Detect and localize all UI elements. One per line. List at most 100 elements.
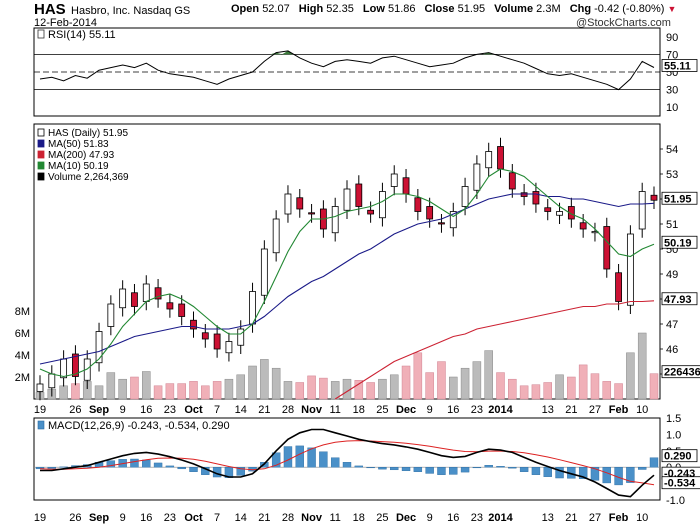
- candle-body: [556, 211, 563, 216]
- xtick-mid-19: 2014: [488, 404, 513, 416]
- candle-body: [520, 192, 528, 197]
- macd-histogram-bar: [142, 459, 151, 468]
- candle-body: [485, 151, 493, 169]
- volume-bar: [224, 378, 234, 400]
- ma10-value-label-box: [661, 235, 698, 249]
- rsi-tick-30: 30: [666, 85, 678, 97]
- open-value: 52.07: [262, 3, 290, 15]
- xtick-bottom-12: 11: [329, 512, 340, 524]
- candle-body: [260, 248, 268, 296]
- macd-histogram-bar: [177, 467, 186, 470]
- macd-histogram-bar: [590, 467, 600, 481]
- price-tick-47: 47: [666, 319, 678, 331]
- candle-body: [178, 303, 186, 317]
- macd-histogram-bar: [236, 467, 245, 476]
- macd-histogram-bar: [637, 467, 647, 470]
- xtick-bottom-0: 19: [34, 512, 46, 524]
- macd-histogram-bar: [449, 467, 458, 475]
- volume-bar: [319, 377, 328, 400]
- volume-bar: [531, 384, 541, 400]
- xtick-bottom-20: 13: [542, 512, 554, 524]
- macd-histogram-bar: [366, 467, 375, 469]
- candle-body: [626, 233, 634, 306]
- macd-title: MACD(12,26,9) -0.243, -0.534, 0.290: [48, 420, 230, 432]
- candle-body: [225, 341, 233, 354]
- ohlc-summary: Open 52.07 High 52.35 Low 51.86 Close 51…: [231, 3, 676, 15]
- volume-bar: [389, 374, 399, 400]
- volume-bar: [519, 385, 529, 400]
- macd-line: [40, 428, 655, 498]
- xtick-bottom-15: Dec: [396, 512, 416, 524]
- macd-histogram-bar: [271, 452, 281, 468]
- candle-body: [60, 358, 68, 379]
- legend-swatch-3: [37, 161, 45, 170]
- candle-body: [579, 222, 587, 230]
- volume-bar: [354, 380, 364, 400]
- xtick-bottom-23: Feb: [609, 512, 629, 524]
- macd-histogram-bar: [283, 446, 293, 468]
- macd-histogram-bar: [578, 467, 588, 479]
- macd-histogram-bar: [460, 467, 470, 473]
- low-label: Low: [362, 3, 385, 15]
- xtick-mid-0: 19: [34, 404, 46, 416]
- volume-bar: [626, 352, 635, 400]
- macd-histogram-bar: [153, 462, 163, 468]
- macd-histogram-bar: [413, 467, 423, 472]
- rsi-last-value: 55.11: [664, 61, 691, 73]
- xtick-mid-10: 28: [282, 404, 294, 416]
- candle-body: [119, 288, 127, 309]
- chart-date: 12-Feb-2014: [34, 17, 97, 29]
- xtick-bottom-2: Sep: [89, 512, 109, 524]
- volume-tick-4: 4M: [15, 350, 30, 362]
- xtick-mid-20: 13: [542, 404, 554, 416]
- volume-bar: [236, 374, 245, 400]
- volume-bar: [248, 365, 257, 400]
- volume-bar: [567, 376, 576, 400]
- macd-histogram-bar: [649, 457, 659, 468]
- candle-body: [190, 319, 197, 330]
- xtick-mid-8: 14: [235, 404, 247, 416]
- xtick-mid-9: 21: [258, 404, 270, 416]
- macd-histogram-bar: [555, 467, 564, 479]
- volume-bar: [649, 373, 659, 400]
- volume-bar: [543, 382, 552, 400]
- xtick-mid-4: 16: [140, 404, 152, 416]
- volume-bar: [614, 383, 623, 400]
- ticker-symbol: HAS: [34, 1, 66, 18]
- macd-hist-value: 0.290: [664, 451, 692, 463]
- macd-histogram-bar: [47, 467, 57, 469]
- close-value: 51.95: [457, 3, 486, 15]
- xtick-bottom-7: 7: [214, 512, 220, 524]
- volume-bar: [378, 378, 387, 400]
- macd-histogram-bar: [165, 465, 175, 468]
- xtick-mid-21: 21: [565, 404, 577, 416]
- xtick-bottom-10: 28: [282, 512, 294, 524]
- candle-body: [272, 218, 280, 254]
- xtick-bottom-8: 14: [235, 512, 247, 524]
- volume-bar: [413, 352, 423, 400]
- macd-histogram-bar: [519, 467, 529, 472]
- candle-body: [461, 186, 469, 207]
- rsi-last-value-box: [661, 59, 698, 72]
- macd-histogram-bar: [307, 447, 316, 468]
- volume-bar: [94, 385, 104, 400]
- xtick-bottom-6: Oct: [184, 512, 203, 524]
- candle-body: [166, 302, 174, 310]
- volume-tick-2: 2M: [15, 372, 30, 384]
- volume-bar: [177, 383, 186, 400]
- volume-bar: [59, 385, 68, 400]
- xtick-mid-2: Sep: [89, 404, 109, 416]
- down-arrow-icon: ▼: [667, 4, 677, 14]
- candle-body: [308, 212, 315, 215]
- rsi-title: RSI(14) 55.11: [48, 29, 116, 41]
- macd-histogram-bar: [319, 451, 328, 468]
- volume-bar: [460, 367, 470, 400]
- macd-histogram-bar: [401, 467, 411, 472]
- xtick-bottom-9: 21: [258, 512, 270, 524]
- volume-bar: [271, 367, 281, 400]
- volume-bar: [590, 373, 600, 400]
- candle-body: [508, 172, 516, 190]
- macd-histogram-bar: [602, 467, 611, 484]
- macd-legend-swatch: [37, 420, 45, 430]
- macd-histogram-bar: [295, 445, 304, 468]
